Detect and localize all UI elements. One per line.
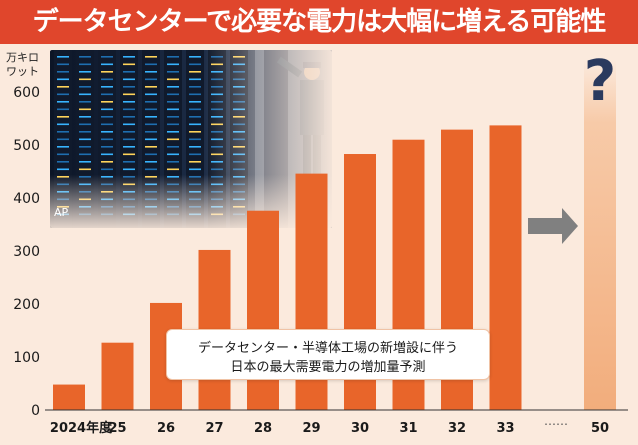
- chart-title: データセンターで必要な電力は大幅に増える可能性: [32, 7, 607, 37]
- x-tick-label: 25: [108, 421, 126, 436]
- unknown-value-question-mark: ?: [584, 49, 616, 114]
- title-banner: [0, 0, 638, 44]
- datacenter-photo: AP: [50, 50, 332, 228]
- y-tick-label: 500: [13, 138, 40, 154]
- bar-50-projection: [584, 60, 616, 410]
- x-tick-label: 33: [496, 421, 514, 436]
- unit-line-2: ワット: [6, 65, 39, 78]
- x-tick-label: 29: [302, 421, 320, 436]
- unit-line-1: 万キロ: [6, 51, 39, 64]
- y-tick-label: 0: [31, 403, 40, 419]
- trend-arrow: [528, 208, 578, 244]
- x-tick-label: 31: [399, 421, 417, 436]
- x-tick-label: 30: [351, 421, 369, 436]
- photo-illustration: AP: [50, 50, 332, 228]
- bar-33: [489, 125, 522, 410]
- bar-2024年度: [53, 384, 85, 410]
- y-axis-unit: 万キロ ワット: [6, 51, 39, 79]
- x-tick-label: 28: [254, 421, 272, 436]
- x-tick-label: 26: [157, 421, 175, 436]
- x-tick-label: 32: [448, 421, 466, 436]
- y-tick-label: 600: [13, 85, 40, 101]
- y-tick-label: 100: [13, 350, 40, 366]
- caption-line-2: 日本の最大需要電力の増加量予測: [230, 360, 426, 375]
- bar-25: [101, 342, 134, 410]
- caption-line-1: データセンター・半導体工場の新増設に伴う: [197, 341, 458, 356]
- y-tick-label: 400: [13, 191, 40, 207]
- y-tick-label: 200: [13, 297, 40, 313]
- y-tick-label: 300: [13, 244, 40, 260]
- chart-caption-box: データセンター・半導体工場の新増設に伴う 日本の最大需要電力の増加量予測: [166, 329, 490, 380]
- photo-credit: AP: [54, 206, 69, 219]
- bar-28: [247, 210, 279, 410]
- x-tick-label: 27: [205, 421, 223, 436]
- axis-ellipsis: ……: [544, 414, 568, 428]
- x-tick-label: 2024年度: [50, 420, 113, 436]
- x-tick-label: 50: [591, 421, 609, 436]
